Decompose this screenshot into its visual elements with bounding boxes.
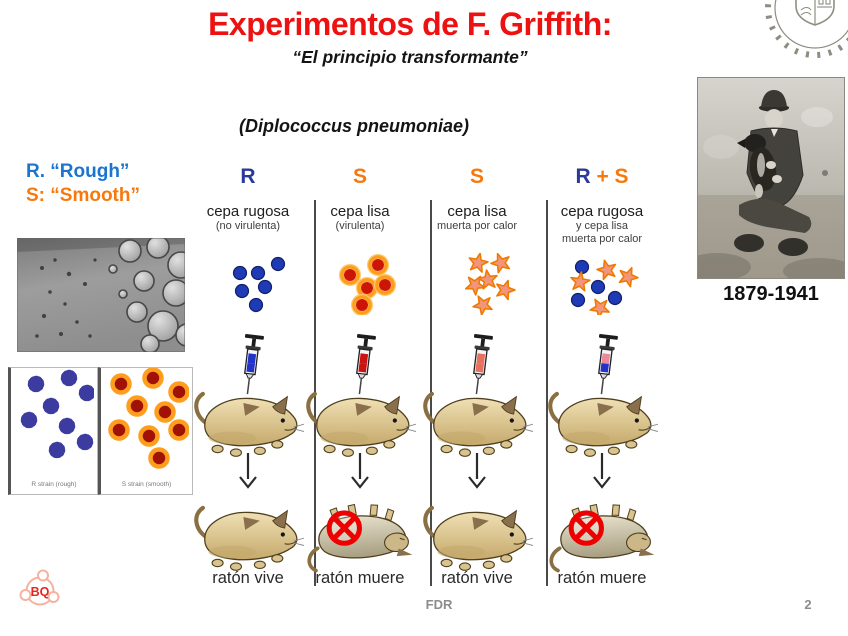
mouse-illustration [302, 381, 416, 460]
page-number: 2 [804, 597, 812, 612]
r-panel-caption: R strain (rough) [31, 481, 77, 488]
bq-logo-text: BQ [31, 585, 50, 599]
result-mouse-illustration [190, 495, 304, 574]
page-title: Experimentos de F. Griffith: [208, 6, 612, 42]
down-arrow-icon [239, 453, 257, 489]
result-label: ratón muere [557, 569, 647, 587]
mouse-illustration [544, 381, 658, 460]
strain-description: cepa lisa muerta por calor [436, 203, 518, 232]
dead-mouse-illustration [544, 495, 658, 574]
organism-name: (Diplococcus pneumoniae) [238, 116, 470, 136]
strain-description: cepa rugosa y cepa lisa muerta por calor [560, 203, 644, 245]
mouse-illustration [190, 381, 304, 460]
r-strain-panel: R strain (rough) [8, 367, 98, 495]
experiment-column-r: R cepa rugosa (no virulenta) ratón vive [188, 165, 308, 607]
column-divider [546, 200, 548, 586]
s-bacteria-illustration [338, 253, 397, 315]
lifespan-label: 1879-1941 [723, 283, 819, 305]
s-strain-colonies-illustration [101, 368, 189, 476]
mixed-bacteria-illustration [568, 257, 642, 315]
legend-rough: R. “Rough” [26, 161, 130, 182]
s-strain-panel: S strain (smooth) [98, 367, 193, 495]
r-bacteria-illustration [232, 256, 286, 313]
r-strain-colonies-illustration [20, 369, 94, 459]
result-label: ratón muere [315, 569, 405, 587]
bq-logo: BQ [19, 569, 60, 606]
result-label: ratón vive [441, 569, 513, 587]
strain-description: cepa rugosa (no virulenta) [206, 203, 290, 232]
footer-initials: FDR [425, 597, 453, 612]
s-panel-caption: S strain (smooth) [121, 481, 172, 488]
heatkilled-s-bacteria-illustration [461, 253, 518, 315]
experiment-column-s: S cepa lisa (virulenta) ratón muere [300, 165, 420, 607]
experiment-column-s-heatkilled: S cepa lisa muerta por calor ratón vive [417, 165, 537, 607]
result-mouse-illustration [419, 495, 533, 574]
strain-symbol: R [240, 165, 256, 188]
strain-symbol: S [352, 165, 367, 188]
griffith-photo [697, 77, 845, 279]
down-arrow-icon [468, 453, 486, 489]
strain-legend: R. “Rough” S: “Smooth” [26, 160, 140, 208]
dead-mouse-illustration [302, 495, 416, 574]
legend-smooth: S: “Smooth” [26, 185, 140, 206]
down-arrow-icon [351, 453, 369, 489]
experiment-column-r-plus-s: R + S cepa rugosa y cepa lisa muerta por… [542, 165, 662, 607]
strain-description: cepa lisa (virulenta) [330, 203, 390, 232]
result-label: ratón vive [212, 569, 284, 587]
strain-symbol: S [469, 165, 484, 188]
university-crest-logo [765, 0, 848, 58]
mouse-illustration [419, 381, 533, 460]
colony-micrograph [17, 238, 185, 352]
down-arrow-icon [593, 453, 611, 489]
slide-subtitle: “El principio transformante” [292, 47, 528, 67]
strain-symbol: R + S [575, 165, 629, 188]
